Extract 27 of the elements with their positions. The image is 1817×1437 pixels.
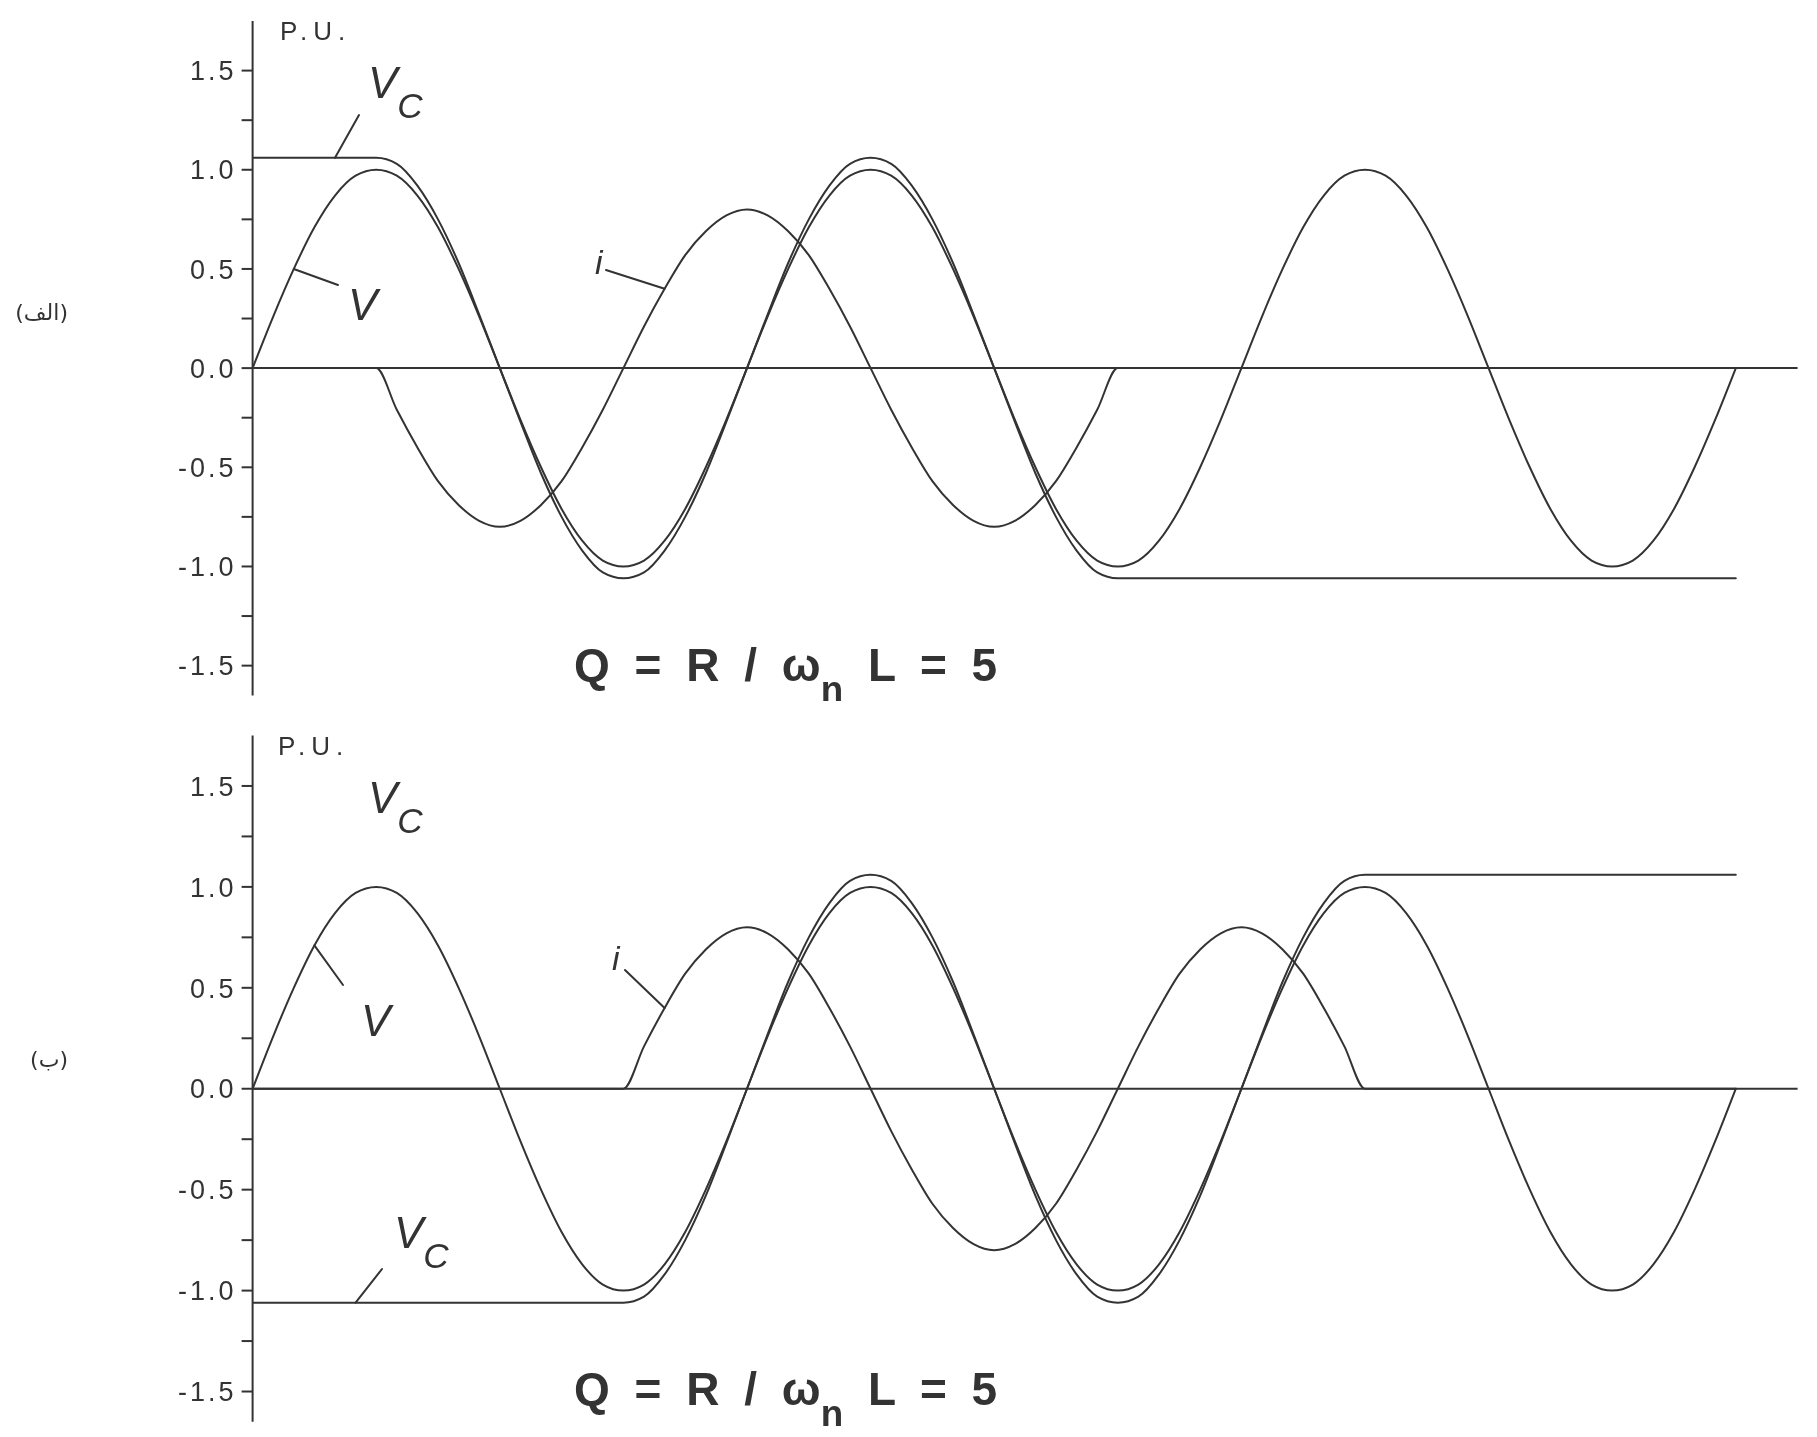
legend-label: V — [361, 996, 394, 1045]
y-tick-label: -1.0 — [178, 552, 237, 583]
y-tick-label: 1.0 — [190, 155, 237, 186]
y-tick-label: 0.0 — [190, 1074, 237, 1105]
y-tick-label: 0.5 — [190, 254, 237, 285]
y-axis-title: P.U. — [278, 731, 350, 761]
y-tick-label: -1.5 — [178, 651, 237, 682]
annotation: Q = R / ω$_{n}$ L = 5 — [574, 639, 998, 710]
series-label: i — [612, 939, 621, 977]
y-tick-label: 0.0 — [190, 353, 237, 384]
y-tick-label: -0.5 — [178, 1175, 237, 1206]
text: (ب) — [29, 1046, 68, 1074]
y-tick-label: -1.0 — [178, 1276, 237, 1307]
y-tick-label: 1.5 — [190, 771, 237, 802]
text: (الف) — [14, 299, 68, 327]
annotation: V$_{C}$ — [368, 773, 424, 840]
y-tick-label: -1.5 — [178, 1377, 237, 1408]
y-tick-label: 1.0 — [190, 872, 237, 903]
legend-label: V — [348, 280, 381, 329]
y-tick-label: 1.5 — [190, 56, 237, 87]
y-axis-title: P.U. — [280, 16, 352, 46]
series-label: V$_{C}$ — [368, 58, 424, 125]
y-tick-label: 0.5 — [190, 973, 237, 1004]
y-tick-label: -0.5 — [178, 453, 237, 484]
series-label: i — [595, 243, 604, 281]
annotation: Q = R / ω$_{n}$ L = 5 — [574, 1363, 998, 1434]
series-label: V$_{C}$ — [394, 1208, 450, 1275]
